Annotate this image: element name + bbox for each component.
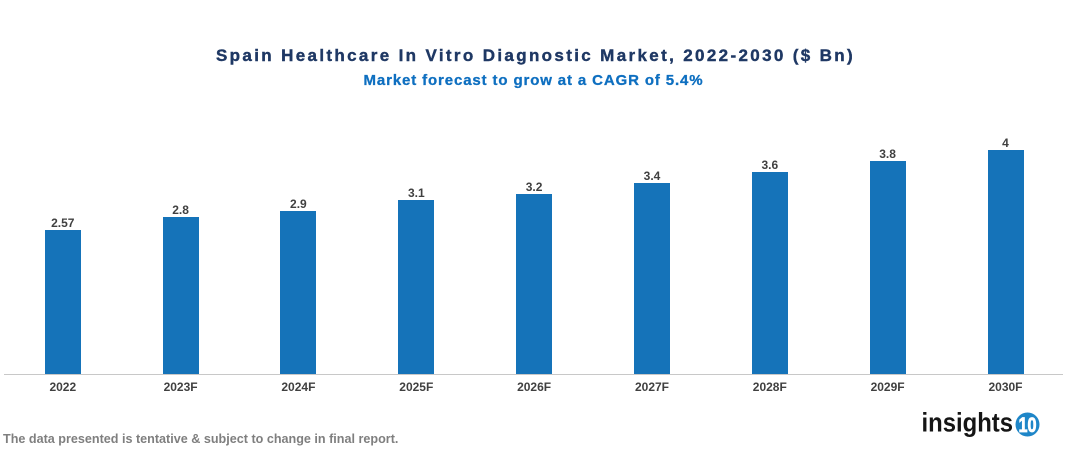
svg-text:10: 10 <box>1019 414 1037 437</box>
svg-text:insights: insights <box>922 408 1014 438</box>
